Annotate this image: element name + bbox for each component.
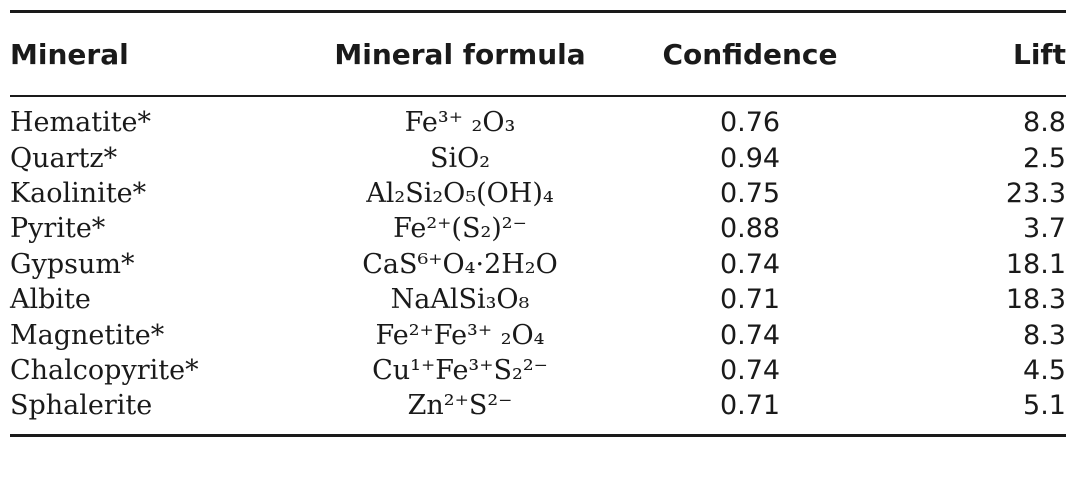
table-row: Magnetite* Fe²⁺Fe³⁺ ₂O₄ 0.74 8.3 xyxy=(10,317,1066,352)
bottom-rule xyxy=(10,433,1066,437)
table-row: Quartz* SiO₂ 0.94 2.5 xyxy=(10,140,1066,175)
cell-mineral: Magnetite* xyxy=(10,319,165,351)
cell-formula: Al₂Si₂O₅(OH)₄ xyxy=(366,177,554,209)
cell-formula: CaS⁶⁺O₄·2H₂O xyxy=(362,248,558,280)
header-rule xyxy=(10,95,1066,97)
mineral-table-container: Mineral Mineral formula Confidence Lift … xyxy=(10,10,1066,437)
mineral-table-body: Hematite* Fe³⁺ ₂O₃ 0.76 8.8 Quartz* SiO₂ 0.94 2… xyxy=(10,97,1066,434)
header-formula: Mineral formula xyxy=(334,37,586,71)
cell-lift: 8.3 xyxy=(1023,319,1066,351)
cell-confidence: 0.71 xyxy=(719,390,781,422)
cell-mineral: Pyrite* xyxy=(10,213,106,245)
cell-mineral: Kaolinite* xyxy=(10,177,147,209)
cell-mineral: Chalcopyrite* xyxy=(10,354,199,386)
cell-mineral: Gypsum* xyxy=(10,248,135,280)
table-row: Albite NaAlSi₃O₈ 0.71 18.3 xyxy=(10,282,1066,317)
cell-confidence: 0.74 xyxy=(719,248,781,280)
cell-lift: 8.8 xyxy=(1023,107,1066,139)
cell-formula: Fe²⁺(S₂)²⁻ xyxy=(393,213,527,245)
header-mineral: Mineral xyxy=(10,37,129,71)
table-row: Pyrite* Fe²⁺(S₂)²⁻ 0.88 3.7 xyxy=(10,211,1066,246)
cell-lift: 18.3 xyxy=(1005,284,1066,316)
cell-confidence: 0.88 xyxy=(719,213,781,245)
cell-formula: Cu¹⁺Fe³⁺S₂²⁻ xyxy=(372,354,548,386)
cell-confidence: 0.94 xyxy=(719,142,781,174)
header-lift: Lift xyxy=(1012,37,1066,71)
header-confidence: Confidence xyxy=(662,37,838,71)
cell-lift: 5.1 xyxy=(1023,390,1066,422)
cell-formula: Fe²⁺Fe³⁺ ₂O₄ xyxy=(375,319,545,351)
cell-confidence: 0.74 xyxy=(719,354,781,386)
cell-lift: 2.5 xyxy=(1023,142,1066,174)
cell-lift: 3.7 xyxy=(1023,213,1066,245)
table-row: Gypsum* CaS⁶⁺O₄·2H₂O 0.74 18.1 xyxy=(10,247,1066,282)
cell-mineral: Albite xyxy=(10,284,91,316)
table-row: Kaolinite* Al₂Si₂O₅(OH)₄ 0.75 23.3 xyxy=(10,176,1066,211)
cell-mineral: Quartz* xyxy=(10,142,118,174)
header-row: Mineral Mineral formula Confidence Lift xyxy=(10,13,1066,95)
cell-confidence: 0.74 xyxy=(719,319,781,351)
cell-lift: 18.1 xyxy=(1005,248,1066,280)
cell-lift: 23.3 xyxy=(1005,177,1066,209)
table-row: Chalcopyrite* Cu¹⁺Fe³⁺S₂²⁻ 0.74 4.5 xyxy=(10,353,1066,388)
cell-formula: NaAlSi₃O₈ xyxy=(390,284,530,316)
table-row: Hematite* Fe³⁺ ₂O₃ 0.76 8.8 xyxy=(10,97,1066,140)
cell-mineral: Hematite* xyxy=(10,107,152,139)
cell-formula: SiO₂ xyxy=(429,142,491,174)
cell-confidence: 0.76 xyxy=(719,107,781,139)
cell-formula: Fe³⁺ ₂O₃ xyxy=(404,107,516,139)
cell-mineral: Sphalerite xyxy=(10,390,153,422)
cell-confidence: 0.71 xyxy=(719,284,781,316)
cell-confidence: 0.75 xyxy=(719,177,781,209)
cell-formula: Zn²⁺S²⁻ xyxy=(407,390,513,422)
mineral-table: Mineral Mineral formula Confidence Lift xyxy=(10,13,1066,95)
top-rule xyxy=(10,10,1066,13)
cell-lift: 4.5 xyxy=(1023,354,1066,386)
table-row: Sphalerite Zn²⁺S²⁻ 0.71 5.1 xyxy=(10,388,1066,433)
